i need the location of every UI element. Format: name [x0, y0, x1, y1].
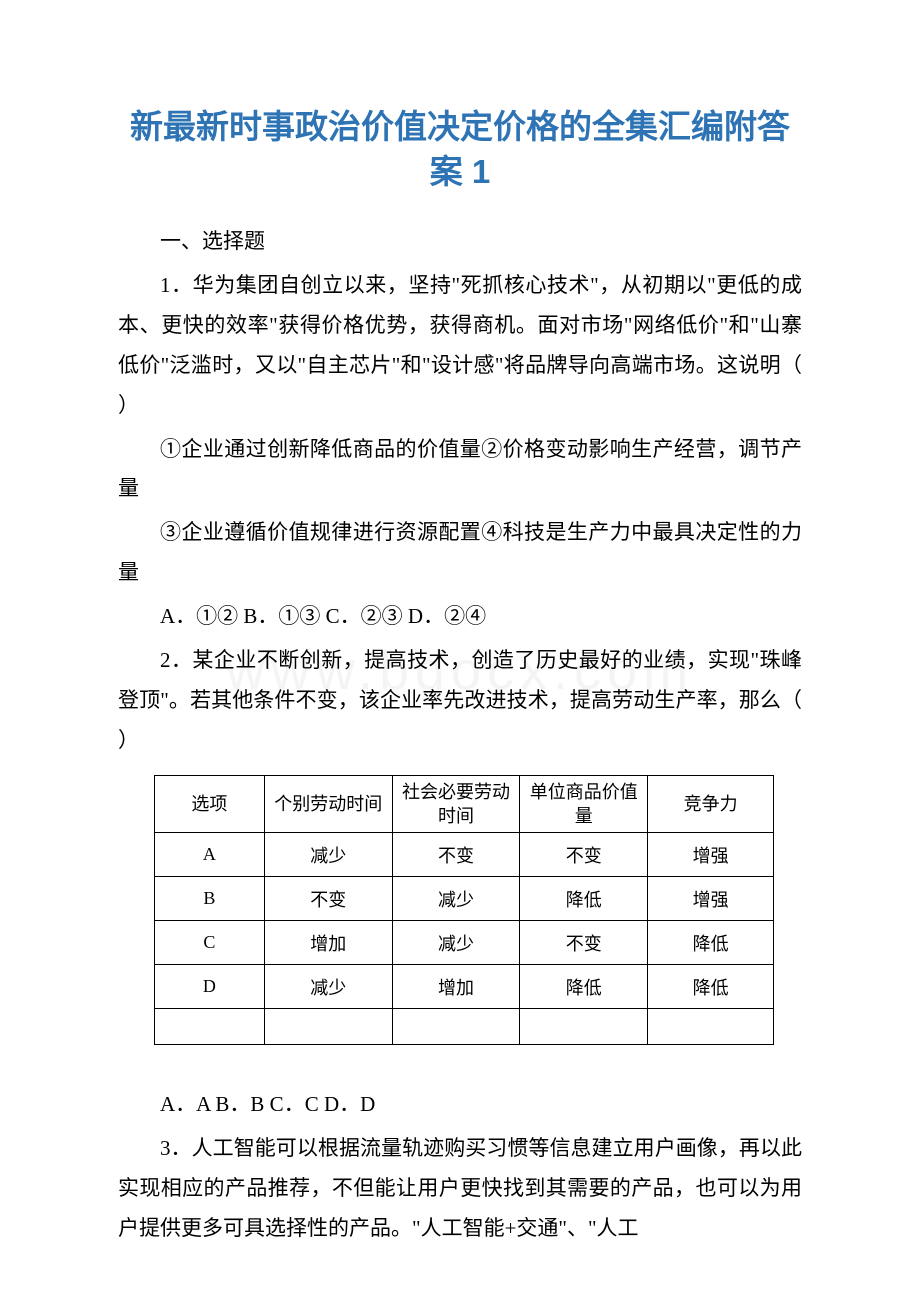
q2-table: 选项 个别劳动时间 社会必要劳动时间 单位商品价值量 竞争力 A 减少 不变 不…: [154, 775, 774, 1046]
cell: 不变: [392, 833, 520, 877]
q3-stem: 3．人工智能可以根据流量轨迹购买习惯等信息建立用户画像，再以此实现相应的产品推荐…: [118, 1129, 802, 1249]
cell: 不变: [520, 921, 648, 965]
col-header-unit-value: 单位商品价值量: [520, 775, 648, 833]
table-row: A 减少 不变 不变 增强: [155, 833, 774, 877]
document-title: 新最新时事政治价值决定价格的全集汇编附答案 1: [118, 105, 802, 194]
q2-options: A．A B．B C．C D．D: [118, 1085, 802, 1125]
cell: 不变: [264, 877, 392, 921]
cell-blank: [264, 1009, 392, 1045]
cell: 不变: [520, 833, 648, 877]
q1-stem: 1．华为集团自创立以来，坚持"死抓核心技术"，从初期以"更低的成本、更快的效率"…: [118, 266, 802, 426]
cell: 减少: [392, 877, 520, 921]
cell: 减少: [264, 833, 392, 877]
cell: 增加: [264, 921, 392, 965]
cell: B: [155, 877, 265, 921]
cell: 减少: [264, 965, 392, 1009]
cell-blank: [392, 1009, 520, 1045]
col-header-social-necessary-labor-time: 社会必要劳动时间: [392, 775, 520, 833]
table-blank-row: [155, 1009, 774, 1045]
document-page: www.bdocx.com 新最新时事政治价值决定价格的全集汇编附答案 1 一、…: [0, 0, 920, 1313]
cell-blank: [155, 1009, 265, 1045]
table-row: D 减少 增加 降低 降低: [155, 965, 774, 1009]
cell: 减少: [392, 921, 520, 965]
col-header-individual-labor-time: 个别劳动时间: [264, 775, 392, 833]
cell-blank: [648, 1009, 774, 1045]
col-header-option: 选项: [155, 775, 265, 833]
table-header-row: 选项 个别劳动时间 社会必要劳动时间 单位商品价值量 竞争力: [155, 775, 774, 833]
cell: 增加: [392, 965, 520, 1009]
cell: 降低: [520, 877, 648, 921]
q1-options: A．①② B．①③ C．②③ D．②④: [118, 597, 802, 637]
cell: D: [155, 965, 265, 1009]
cell: C: [155, 921, 265, 965]
cell: 降低: [520, 965, 648, 1009]
q1-statements-34: ③企业遵循价值规律进行资源配置④科技是生产力中最具决定性的力量: [118, 513, 802, 593]
q1-statements-12: ①企业通过创新降低商品的价值量②价格变动影响生产经营，调节产量: [118, 430, 802, 510]
cell: 增强: [648, 833, 774, 877]
q2-table-wrap: 选项 个别劳动时间 社会必要劳动时间 单位商品价值量 竞争力 A 减少 不变 不…: [154, 775, 802, 1046]
cell-blank: [520, 1009, 648, 1045]
cell: 降低: [648, 921, 774, 965]
table-row: C 增加 减少 不变 降低: [155, 921, 774, 965]
section-heading: 一、选择题: [118, 222, 802, 262]
cell: 降低: [648, 965, 774, 1009]
cell: A: [155, 833, 265, 877]
table-row: B 不变 减少 降低 增强: [155, 877, 774, 921]
col-header-competitiveness: 竞争力: [648, 775, 774, 833]
q2-stem: 2．某企业不断创新，提高技术，创造了历史最好的业绩，实现"珠峰登顶"。若其他条件…: [118, 641, 802, 761]
cell: 增强: [648, 877, 774, 921]
